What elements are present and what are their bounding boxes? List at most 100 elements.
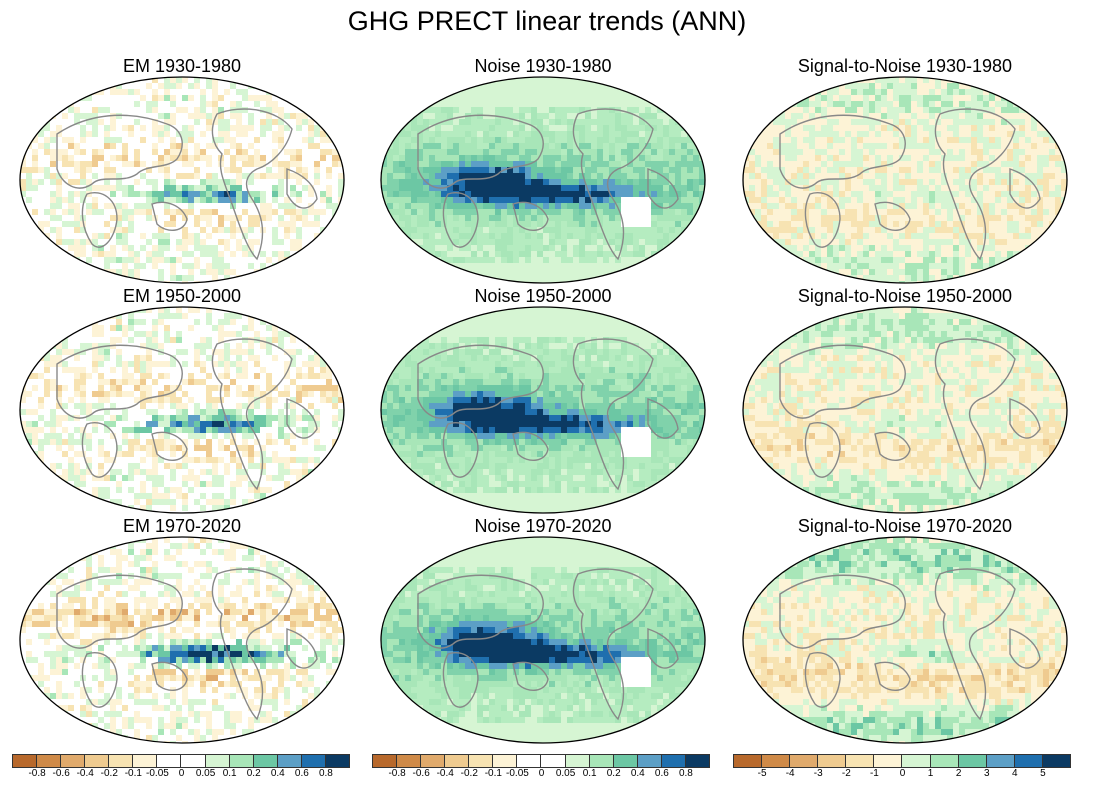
colorbar-tick-label: -2: [841, 768, 851, 779]
map-panel: Signal-to-Noise 1930-1980: [740, 56, 1070, 286]
colorbar-swatch: [661, 755, 686, 767]
coastline: [804, 422, 841, 478]
map-panel: Noise 1950-2000: [378, 286, 708, 516]
colorbar-swatch: [445, 755, 470, 767]
map-panel: EM 1930-1980: [17, 56, 347, 286]
colorbar-tick-label: 0: [178, 768, 185, 779]
colorbar-swatch: [301, 755, 326, 767]
panel-title: EM 1950-2000: [122, 286, 242, 306]
map-panel: Noise 1930-1980: [378, 56, 708, 286]
map-panel: Signal-to-Noise 1950-2000: [740, 286, 1070, 516]
colorbar-tick-label: 0.8: [678, 768, 693, 779]
field-shading: [20, 307, 344, 513]
colorbar: -5 -4 -3 -2 -1 0 1 2 3 4 5: [733, 754, 1073, 784]
colorbar-tick-label: 0.2: [606, 768, 621, 779]
robinson-map: [742, 536, 1068, 744]
colorbar-tick-label: -0.05: [146, 768, 169, 779]
field-shading: [20, 77, 344, 283]
colorbar-swatch: [1014, 755, 1043, 767]
colorbar-swatch: [493, 755, 518, 767]
colorbar: -0.8 -0.6 -0.4 -0.2 -0.1 -0.05 0 0.05 0.1 0.2 0.4 0…: [12, 754, 352, 784]
coastline: [874, 431, 911, 461]
coastline: [417, 574, 544, 649]
panel-title: Signal-to-Noise 1970-2020: [797, 516, 1013, 536]
colorbar-swatch: [613, 755, 638, 767]
colorbar-tick-label: 5: [1040, 768, 1046, 779]
coastline: [1009, 628, 1041, 669]
field-shading: [743, 537, 1067, 743]
colorbar-tick-label: -0.8: [388, 768, 406, 779]
coastline: [1009, 168, 1041, 209]
field-shading: [20, 537, 344, 743]
colorbar-tick-label: 0.05: [555, 768, 576, 779]
map-border: [380, 306, 706, 514]
map-border: [742, 76, 1068, 284]
colorbar-tick-label: 3: [983, 768, 990, 779]
coastline: [647, 168, 679, 209]
colorbar-swatch: [734, 755, 763, 767]
coastline: [512, 431, 549, 461]
colorbar-swatch: [229, 755, 254, 767]
colorbar-tick-label: -0.4: [76, 768, 94, 779]
colorbar-tick-label: -4: [785, 768, 795, 779]
coastline: [56, 344, 183, 419]
colorbar-swatch: [397, 755, 422, 767]
colorbar-swatch: [37, 755, 62, 767]
coastline: [934, 338, 1016, 491]
panel-title: Noise 1950-2000: [474, 286, 612, 306]
coastline: [286, 168, 318, 209]
colorbar-tick-label: 4: [1012, 768, 1018, 779]
coastline: [779, 574, 906, 649]
colorbar-tick-label: -0.1: [124, 768, 142, 779]
colorbar-swatch: [85, 755, 110, 767]
colorbar-swatch: [517, 755, 542, 767]
coastline: [286, 398, 318, 439]
map-border: [742, 536, 1068, 744]
colorbar-tick-label: 0.05: [195, 768, 216, 779]
robinson-map: [380, 76, 706, 284]
coastline: [804, 192, 841, 248]
colorbar-tick-label: -5: [757, 768, 767, 779]
colorbar-tick-label: 2: [955, 768, 962, 779]
colorbar-tick-label: -0.2: [460, 768, 478, 779]
colorbar-tick-label: -0.05: [506, 768, 529, 779]
colorbar-swatch: [790, 755, 819, 767]
colorbar-tick-label: 0.4: [630, 768, 645, 779]
colorbar-swatch: [902, 755, 931, 767]
coastline: [151, 661, 188, 691]
panel-title: Noise 1970-2020: [474, 516, 612, 536]
coastline: [151, 431, 188, 461]
colorbar-swatch: [818, 755, 847, 767]
coastline: [81, 422, 118, 478]
colorbar-swatch: [589, 755, 614, 767]
map-border: [19, 306, 345, 514]
coastline: [211, 568, 293, 721]
colorbar-tick-label: -0.8: [28, 768, 46, 779]
colorbar-swatch: [565, 755, 590, 767]
panel-title: EM 1930-1980: [122, 56, 242, 76]
map-panel: Noise 1970-2020: [378, 516, 708, 746]
map-panel: EM 1970-2020: [17, 516, 347, 746]
robinson-map: [19, 76, 345, 284]
colorbar: -0.8 -0.6 -0.4 -0.2 -0.1 -0.05 0 0.05 0.1 0.2 0.4 0…: [372, 754, 712, 784]
colorbar-swatch: [181, 755, 206, 767]
coastline: [934, 568, 1016, 721]
coastline: [286, 628, 318, 669]
colorbar-tick-label: 0: [899, 768, 906, 779]
colorbar-swatch: [469, 755, 494, 767]
coastline: [572, 108, 654, 261]
coastline: [934, 108, 1016, 261]
colorbar-swatch: [958, 755, 987, 767]
colorbar-tick-label: 0.6: [294, 768, 309, 779]
robinson-map: [742, 306, 1068, 514]
colorbar-swatch: [373, 755, 398, 767]
coastline: [211, 108, 293, 261]
colorbar-swatch: [685, 755, 709, 767]
field-shading: [381, 537, 705, 743]
map-border: [742, 306, 1068, 514]
colorbar-tick-label: 0.1: [582, 768, 597, 779]
coastline: [211, 338, 293, 491]
robinson-map: [19, 306, 345, 514]
colorbar-swatches: [12, 754, 350, 768]
colorbar-swatch: [277, 755, 302, 767]
